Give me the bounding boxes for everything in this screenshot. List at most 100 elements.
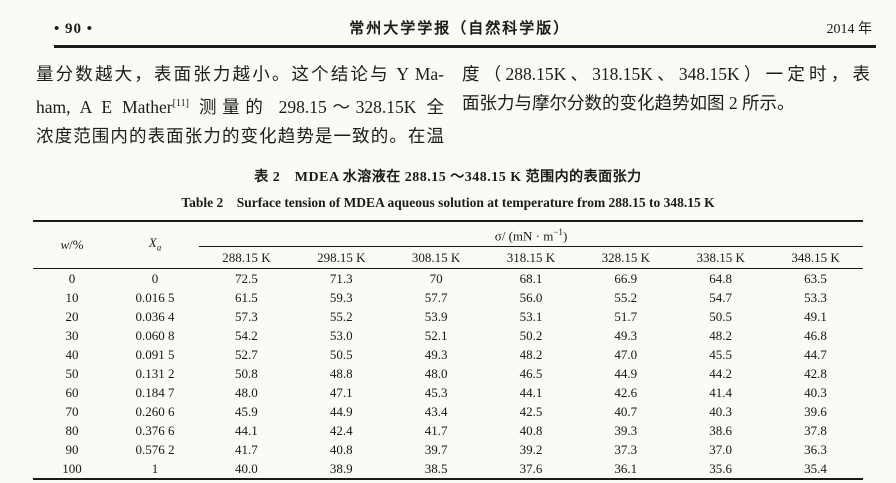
table-cell: 37.0 [709, 442, 733, 458]
table-cell: 0.036 4 [135, 309, 175, 325]
temp-header-cell: 288.15 K [199, 246, 294, 270]
table-cell: 0.016 5 [135, 290, 175, 306]
table-cell: 42.8 [804, 366, 827, 382]
table-cell: 52.1 [424, 328, 448, 344]
table-cell: 36.1 [614, 461, 638, 477]
sigma-close: ) [562, 228, 568, 244]
table-cell: 39.3 [614, 423, 638, 439]
table-cell: 46.5 [519, 366, 543, 382]
table-row: 60 0.184 7 48.0 47.1 45.3 44.1 42.6 41.4 40.3 [33, 383, 863, 402]
table-cell: 30 [65, 328, 79, 344]
text-segment: 测量的 298.15～328.15K 全 [188, 96, 444, 117]
page-number: • 90 • [54, 21, 94, 37]
table-cell: 36.3 [804, 442, 827, 458]
table-cell: 53.9 [424, 309, 448, 325]
table-cell: 0.376 6 [135, 423, 175, 439]
table-cell: 40.3 [709, 404, 733, 420]
table-cell: 0.131 2 [135, 366, 175, 382]
table-cell: 38.9 [329, 461, 353, 477]
table-cell: 0.091 5 [135, 347, 175, 363]
col-header-sigma: σ/ (mN · m−1) [199, 220, 863, 248]
table-cell: 38.5 [424, 461, 448, 477]
w-symbol: w [60, 237, 70, 253]
table-cell: 44.7 [804, 347, 827, 363]
w-unit: /% [69, 237, 84, 253]
text-line: 面张力与摩尔分数的变化趋势如图 2 所示。 [462, 93, 795, 113]
col-header-x: Xa [111, 220, 199, 270]
table-cell: 48.2 [709, 328, 733, 344]
table-cell: 42.4 [329, 423, 353, 439]
table-cell: 46.8 [804, 328, 827, 344]
table-cell: 50.5 [709, 309, 733, 325]
table-cell: 53.1 [519, 309, 543, 325]
text-line: ham, A E Mather[11] 测量的 298.15～328.15K 全 [36, 89, 444, 122]
table-cell: 0.060 8 [135, 328, 175, 344]
table-cell: 39.2 [519, 442, 543, 458]
table-cell: 52.7 [235, 347, 258, 363]
table-cell: 55.2 [329, 309, 353, 325]
table-cell: 48.0 [235, 385, 258, 401]
citation-ref: [11] [172, 98, 189, 109]
text-line: 度（288.15K、318.15K、348.15K）一定时，表 [462, 64, 870, 84]
table-cell: 50.2 [519, 328, 543, 344]
table-cell: 43.4 [424, 404, 448, 420]
table-cell: 10 [65, 290, 79, 306]
table-cell: 35.6 [709, 461, 733, 477]
table-cell: 49.3 [614, 328, 638, 344]
table-cell: 41.7 [235, 442, 258, 458]
table-row: 30 0.060 8 54.2 53.0 52.1 50.2 49.3 48.2 46.8 [33, 326, 863, 345]
table-row: 90 0.576 2 41.7 40.8 39.7 39.2 37.3 37.0 36.3 [33, 440, 863, 459]
journal-title: 常州大学学报（自然科学版） [349, 21, 571, 37]
table-cell: 60 [65, 385, 79, 401]
table-cell: 0.184 7 [135, 385, 175, 401]
table-cell: 53.0 [329, 328, 353, 344]
table-cell: 50.5 [329, 347, 353, 363]
table-cell: 39.6 [804, 404, 827, 420]
table-cell: 70 [65, 404, 79, 420]
right-column: 度（288.15K、318.15K、348.15K）一定时，表 面张力与摩尔分数… [462, 60, 870, 151]
table-header-row-1: w/% Xa σ/ (mN · m−1) [33, 220, 863, 270]
table-row: 10 0.016 5 61.5 59.3 57.7 56.0 55.2 54.7 53.3 [33, 288, 863, 307]
text-line: 浓度范围内的表面张力的变化趋势是一致的。在温 [36, 125, 444, 146]
table-cell: 90 [65, 442, 79, 458]
table-cell: 0 [151, 271, 159, 287]
temp-header-cell: 328.15 K [578, 246, 674, 270]
table-cell: 42.5 [519, 404, 543, 420]
temp-header-cell: 298.15 K [293, 246, 389, 270]
table-cell: 45.5 [709, 347, 733, 363]
table-cell: 51.7 [614, 309, 638, 325]
temp-header-row: 288.15 K 298.15 K 308.15 K 318.15 K 328.15 K… [33, 246, 863, 270]
table-cell: 57.3 [235, 309, 258, 325]
table-cell: 37.6 [519, 461, 543, 477]
table-cell: 54.7 [709, 290, 733, 306]
table-cell: 61.5 [235, 290, 258, 306]
table-caption-en: Table 2 Surface tension of MDEA aqueous … [181, 194, 715, 210]
table-cell: 50.8 [235, 366, 258, 382]
table-cell: 1 [151, 461, 159, 477]
table-cell: 47.1 [329, 385, 353, 401]
table-cell: 40.3 [804, 385, 827, 401]
table-cell: 44.2 [709, 366, 733, 382]
table-row: 100 1 40.0 38.9 38.5 37.6 36.1 35.6 35.4 [33, 459, 863, 479]
table-cell: 0.576 2 [135, 442, 175, 458]
table-cell: 40.7 [614, 404, 638, 420]
table-caption-zh: 表 2 MDEA 水溶液在 288.15 ～348.15 K 范围内的表面张力 [254, 169, 642, 185]
temp-header-cell: 318.15 K [483, 246, 579, 270]
table-cell: 47.0 [614, 347, 638, 363]
table-cell: 40.0 [235, 461, 258, 477]
table-cell: 44.1 [519, 385, 543, 401]
temp-header-cell: 338.15 K [673, 246, 769, 270]
journal-year: 2014 年 [826, 22, 873, 37]
temp-header-cell: 308.15 K [388, 246, 484, 270]
temp-header-cell: 348.15 K [768, 246, 863, 270]
table-cell: 72.5 [235, 271, 258, 287]
table-cell: 57.7 [424, 290, 448, 306]
table-cell: 49.3 [424, 347, 448, 363]
table-row: 40 0.091 5 52.7 50.5 49.3 48.2 47.0 45.5 44.7 [33, 345, 863, 364]
table-cell: 39.7 [424, 442, 448, 458]
sigma-exponent: −1 [553, 226, 563, 237]
table-cell: 48.0 [424, 366, 448, 382]
table-cell: 68.1 [519, 271, 543, 287]
table-row: 50 0.131 2 50.8 48.8 48.0 46.5 44.9 44.2 42.8 [33, 364, 863, 383]
